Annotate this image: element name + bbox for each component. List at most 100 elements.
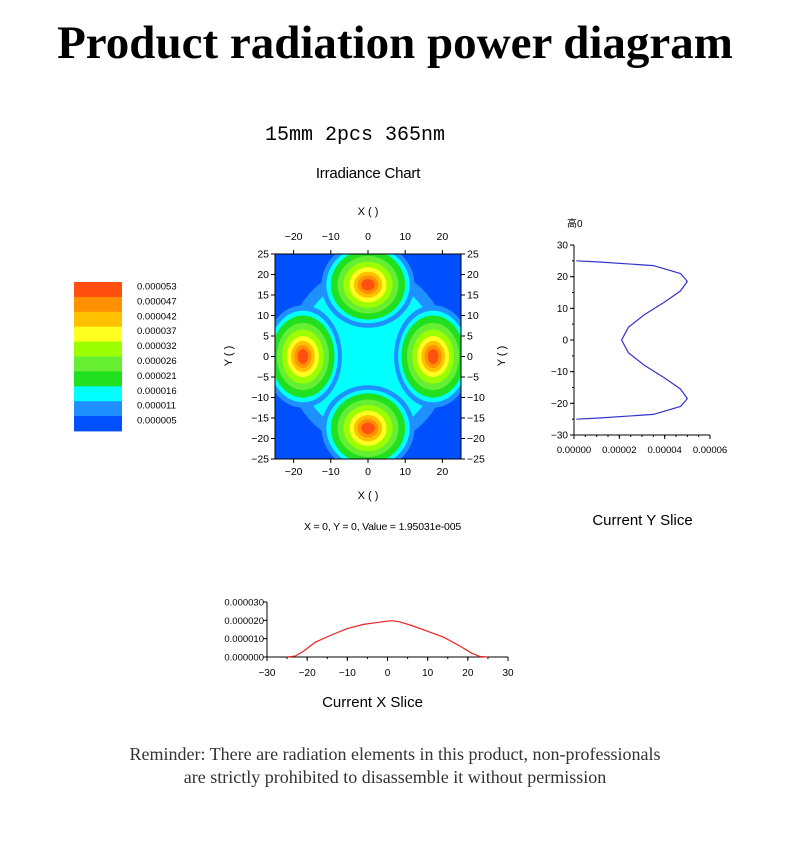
legend-swatch bbox=[74, 401, 122, 417]
heatmap-contour bbox=[427, 349, 439, 364]
heatmap-x-tick-label-bottom: −20 bbox=[285, 466, 303, 478]
heatmap-y-tick-label-right: −15 bbox=[467, 413, 485, 425]
heatmap-contour bbox=[361, 422, 375, 434]
heatmap-y-tick-label-left: −15 bbox=[251, 413, 269, 425]
heatmap-x-tick-label-top: −10 bbox=[322, 231, 340, 243]
legend-swatch bbox=[74, 416, 122, 432]
heatmap-level-band bbox=[297, 278, 439, 435]
legend-label: 0.000037 bbox=[137, 326, 177, 337]
reminder-line-1: Reminder: There are radiation elements i… bbox=[129, 744, 661, 764]
heatmap-x-axis-title-top: X ( ) bbox=[358, 206, 379, 218]
heatmap-x-tick-label-top: 20 bbox=[437, 231, 449, 243]
x-slice-x-tick-label: −20 bbox=[299, 668, 316, 679]
legend-label: 0.000053 bbox=[137, 282, 177, 293]
y-slice-y-tick-label: −30 bbox=[551, 431, 568, 442]
legend-label: 0.000005 bbox=[137, 416, 177, 427]
x-slice-y-tick-label: 0.000010 bbox=[224, 634, 264, 645]
legend-swatch bbox=[74, 296, 122, 313]
y-slice-y-tick-label: 0 bbox=[562, 336, 568, 347]
heatmap-y-tick-label-right: −5 bbox=[467, 372, 479, 384]
legend-label: 0.000016 bbox=[137, 386, 177, 397]
heatmap-y-tick-label-left: 5 bbox=[263, 331, 269, 343]
heatmap-y-tick-label-left: −5 bbox=[257, 372, 269, 384]
irradiance-heatmap bbox=[275, 254, 461, 459]
x-slice-chart: 0.000030 0.000020 0.000010 0.000000 −30 −20 −1… bbox=[224, 598, 514, 680]
irradiance-chart-title: Irradiance Chart bbox=[315, 165, 421, 182]
legend-swatch bbox=[74, 311, 122, 328]
heatmap-x-tick-label-top: −20 bbox=[285, 231, 303, 243]
heatmap-x-tick-label-bottom: 20 bbox=[437, 466, 449, 478]
heatmap-y-tick-label-right: −25 bbox=[467, 454, 485, 466]
y-slice-y-tick-label: 20 bbox=[557, 272, 569, 283]
y-slice-chart: 30 20 10 0 −10 −20 −30 0.00000 0.00002 0.00004 0.0… bbox=[551, 241, 727, 457]
reminder-text: Reminder: There are radiation elements i… bbox=[60, 743, 730, 789]
legend-label: 0.000011 bbox=[137, 401, 176, 412]
y-slice-x-tick-label: 0.00002 bbox=[602, 445, 636, 456]
legend-swatch bbox=[74, 386, 122, 402]
legend-label: 0.000042 bbox=[137, 311, 177, 322]
heatmap-x-tick-label-bottom: −10 bbox=[322, 466, 340, 478]
heatmap-x-tick-label-top: 10 bbox=[399, 231, 411, 243]
y-slice-y-tick-label: 30 bbox=[557, 241, 569, 252]
heatmap-y-tick-label-right: 10 bbox=[467, 310, 479, 322]
legend-swatch bbox=[74, 356, 122, 372]
reminder-line-2: are strictly prohibited to disassemble i… bbox=[183, 767, 607, 787]
heatmap-y-tick-label-left: 0 bbox=[263, 351, 269, 363]
x-slice-x-tick-label: 30 bbox=[502, 668, 514, 679]
heatmap-y-tick-label-left: 20 bbox=[257, 269, 269, 281]
legend-label: 0.000032 bbox=[137, 341, 177, 352]
heatmap-x-axis-title-bottom: X ( ) bbox=[358, 490, 379, 502]
spec-label: 15mm 2pcs 365nm bbox=[264, 124, 446, 147]
y-slice-title: Current Y Slice bbox=[592, 512, 693, 529]
x-slice-x-tick-label: 0 bbox=[385, 668, 391, 679]
heatmap-legend: 0.000053 0.000047 0.000042 0.000037 0.000032… bbox=[74, 282, 177, 432]
heatmap-y-tick-label-right: 25 bbox=[467, 249, 479, 261]
x-slice-x-tick-label: 20 bbox=[462, 668, 474, 679]
x-slice-x-tick-label: −10 bbox=[339, 668, 356, 679]
heatmap-y-tick-label-left: −10 bbox=[251, 392, 269, 404]
heatmap-y-tick-label-right: 20 bbox=[467, 269, 479, 281]
legend-label: 0.000021 bbox=[137, 371, 177, 382]
x-slice-x-tick-label: −30 bbox=[259, 668, 276, 679]
y-slice-x-tick-label: 0.00006 bbox=[693, 445, 727, 456]
heatmap-contour bbox=[361, 279, 375, 291]
legend-swatch bbox=[74, 371, 122, 387]
x-slice-series-line bbox=[287, 620, 488, 658]
heatmap-axes: −20 −20 −10 −10 0 0 10 10 20 20 25 25 20 20 15 15 10 10 5 5… bbox=[251, 231, 485, 478]
x-slice-y-tick-label: 0.000020 bbox=[224, 616, 264, 627]
heatmap-y-tick-label-left: 10 bbox=[257, 310, 269, 322]
x-slice-title: Current X Slice bbox=[322, 694, 423, 711]
y-slice-x-tick-label: 0.00000 bbox=[557, 445, 591, 456]
y-slice-y-tick-label: 10 bbox=[557, 304, 569, 315]
y-slice-y-tick-label: −20 bbox=[551, 399, 568, 410]
heatmap-y-axis-title-right: Y ( ) bbox=[496, 346, 508, 367]
x-slice-y-tick-label: 0.000030 bbox=[224, 598, 264, 609]
heatmap-y-tick-label-right: 15 bbox=[467, 290, 479, 302]
heatmap-x-tick-label-top: 0 bbox=[365, 231, 371, 243]
legend-label: 0.000026 bbox=[137, 356, 177, 367]
y-slice-series-line bbox=[576, 260, 689, 420]
heatmap-x-tick-label-bottom: 10 bbox=[399, 466, 411, 478]
heatmap-y-tick-label-left: 15 bbox=[257, 290, 269, 302]
heatmap-y-tick-label-right: 0 bbox=[467, 351, 473, 363]
heatmap-y-axis-title-left: Y ( ) bbox=[223, 346, 235, 367]
heatmap-contour bbox=[297, 349, 309, 364]
x-slice-y-tick-label: 0.000000 bbox=[224, 653, 264, 664]
legend-swatch bbox=[74, 282, 122, 298]
heatmap-x-tick-label-bottom: 0 bbox=[365, 466, 371, 478]
heatmap-y-tick-label-right: −10 bbox=[467, 392, 485, 404]
heatmap-y-tick-label-left: 25 bbox=[257, 249, 269, 261]
legend-label: 0.000047 bbox=[137, 296, 177, 307]
heatmap-y-tick-label-right: 5 bbox=[467, 331, 473, 343]
x-slice-x-tick-label: 10 bbox=[422, 668, 434, 679]
cursor-readout: X = 0, Y = 0, Value = 1.95031e-005 bbox=[304, 521, 461, 533]
y-slice-x-tick-label: 0.00004 bbox=[647, 445, 681, 456]
legend-swatch bbox=[74, 326, 122, 342]
legend-swatch bbox=[74, 341, 122, 357]
heatmap-y-tick-label-left: −20 bbox=[251, 433, 269, 445]
heatmap-y-tick-label-right: −20 bbox=[467, 433, 485, 445]
page-title: Product radiation power diagram bbox=[57, 17, 733, 69]
heatmap-y-tick-label-left: −25 bbox=[251, 454, 269, 466]
y-slice-y-tick-label: −10 bbox=[551, 367, 568, 378]
